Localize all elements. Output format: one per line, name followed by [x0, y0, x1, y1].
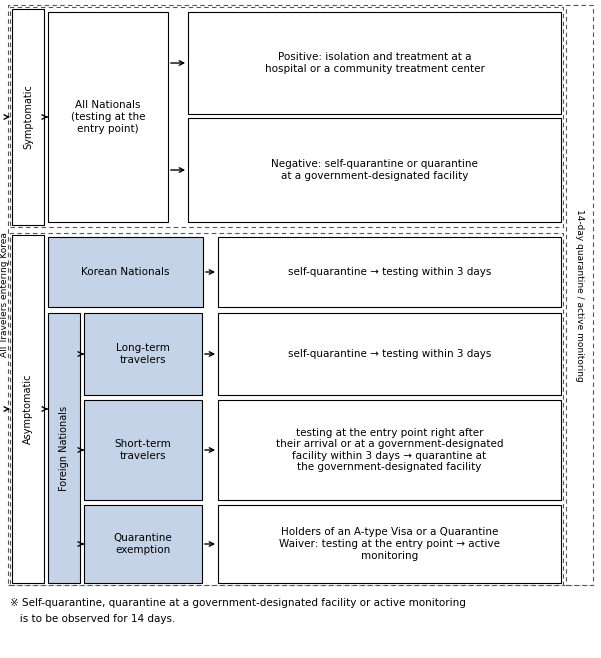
Bar: [10, 7, 563, 227]
Bar: [218, 505, 561, 583]
Text: self-quarantine → testing within 3 days: self-quarantine → testing within 3 days: [288, 349, 491, 359]
Bar: [84, 505, 202, 583]
Text: 14-day quarantine / active monitoring: 14-day quarantine / active monitoring: [575, 209, 584, 382]
Text: Korean Nationals: Korean Nationals: [81, 267, 169, 277]
Text: All Travelers entering Korea: All Travelers entering Korea: [1, 232, 10, 357]
Bar: [12, 9, 44, 225]
Text: is to be observed for 14 days.: is to be observed for 14 days.: [10, 614, 175, 624]
Text: testing at the entry point right after
their arrival or at a government-designat: testing at the entry point right after t…: [276, 428, 503, 472]
Text: Quarantine
exemption: Quarantine exemption: [114, 533, 172, 555]
Bar: [218, 313, 561, 395]
Text: Holders of an A-type Visa or a Quarantine
Waiver: testing at the entry point → a: Holders of an A-type Visa or a Quarantin…: [279, 528, 500, 561]
Text: Asymptomatic: Asymptomatic: [23, 374, 33, 444]
Bar: [48, 12, 168, 222]
Text: Positive: isolation and treatment at a
hospital or a community treatment center: Positive: isolation and treatment at a h…: [264, 52, 484, 74]
Text: Foreign Nationals: Foreign Nationals: [59, 405, 69, 491]
Bar: [188, 118, 561, 222]
Bar: [48, 237, 203, 307]
Text: Symptomatic: Symptomatic: [23, 85, 33, 149]
Bar: [566, 5, 593, 585]
Text: Short-term
travelers: Short-term travelers: [115, 439, 171, 461]
Bar: [218, 237, 561, 307]
Text: Negative: self-quarantine or quarantine
at a government-designated facility: Negative: self-quarantine or quarantine …: [271, 159, 478, 181]
Bar: [10, 233, 563, 585]
Bar: [84, 400, 202, 500]
Text: ※ Self-quarantine, quarantine at a government-designated facility or active moni: ※ Self-quarantine, quarantine at a gover…: [10, 598, 466, 608]
Text: Long-term
travelers: Long-term travelers: [116, 343, 170, 365]
Bar: [48, 313, 80, 583]
Text: self-quarantine → testing within 3 days: self-quarantine → testing within 3 days: [288, 267, 491, 277]
Bar: [8, 5, 590, 585]
Text: All Nationals
(testing at the
entry point): All Nationals (testing at the entry poin…: [71, 101, 145, 134]
Bar: [84, 313, 202, 395]
Bar: [12, 235, 44, 583]
Bar: [188, 12, 561, 114]
Bar: [218, 400, 561, 500]
